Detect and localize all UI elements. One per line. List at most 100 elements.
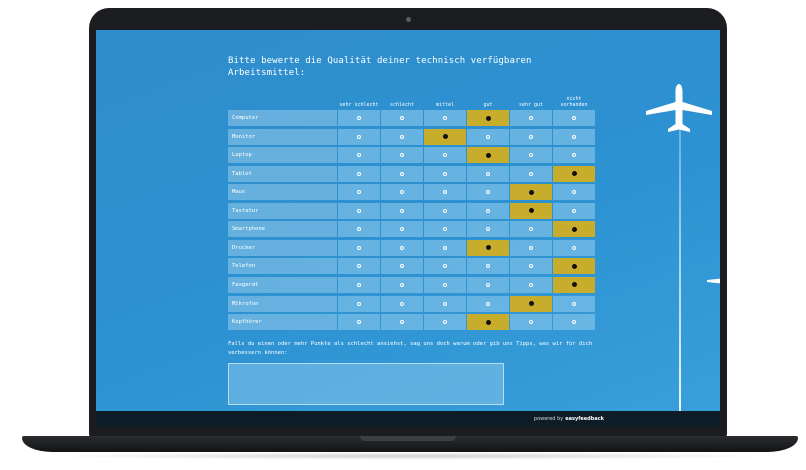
- radio-cell[interactable]: [338, 202, 380, 219]
- radio-icon: [572, 190, 576, 195]
- radio-cell[interactable]: [424, 165, 466, 182]
- radio-icon: [443, 227, 447, 232]
- radio-cell[interactable]: [338, 165, 380, 182]
- radio-icon: [529, 264, 533, 269]
- radio-icon: [529, 134, 533, 139]
- radio-cell[interactable]: [381, 239, 423, 256]
- feedback-textarea[interactable]: [228, 363, 504, 405]
- radio-cell[interactable]: [338, 147, 380, 164]
- radio-cell[interactable]: [510, 239, 552, 256]
- radio-cell[interactable]: [381, 258, 423, 275]
- contrail: [679, 130, 681, 427]
- radio-cell[interactable]: [338, 110, 380, 126]
- radio-icon: [400, 245, 404, 250]
- radio-cell[interactable]: [381, 295, 423, 312]
- radio-cell[interactable]: [510, 221, 552, 238]
- radio-icon: [529, 171, 533, 176]
- radio-cell[interactable]: [424, 276, 466, 293]
- radio-cell[interactable]: [338, 239, 380, 256]
- radio-cell[interactable]: [467, 295, 509, 312]
- radio-cell[interactable]: [467, 276, 509, 293]
- radio-cell[interactable]: [510, 128, 552, 145]
- radio-cell[interactable]: [553, 184, 595, 201]
- radio-cell[interactable]: [338, 184, 380, 201]
- radio-cell[interactable]: [467, 202, 509, 219]
- radio-cell[interactable]: [553, 295, 595, 312]
- radio-cell[interactable]: [381, 314, 423, 331]
- radio-cell[interactable]: [467, 128, 509, 145]
- radio-cell[interactable]: [467, 239, 509, 256]
- radio-cell[interactable]: [553, 239, 595, 256]
- radio-cell[interactable]: [381, 202, 423, 219]
- radio-cell[interactable]: [553, 128, 595, 145]
- radio-cell[interactable]: [553, 314, 595, 331]
- airplane-icon: [646, 84, 712, 132]
- radio-icon: [529, 245, 533, 250]
- radio-cell[interactable]: [424, 128, 466, 145]
- radio-icon: [528, 189, 534, 195]
- radio-cell[interactable]: [467, 147, 509, 164]
- radio-cell[interactable]: [510, 165, 552, 182]
- radio-icon: [443, 208, 447, 213]
- column-header: gut: [483, 102, 493, 108]
- radio-cell[interactable]: [553, 110, 595, 126]
- radio-cell[interactable]: [338, 276, 380, 293]
- radio-cell[interactable]: [467, 184, 509, 201]
- radio-cell[interactable]: [381, 147, 423, 164]
- column-header: nicht vorhanden: [560, 96, 588, 108]
- radio-cell[interactable]: [467, 110, 509, 126]
- matrix-row: Drucker: [228, 239, 596, 256]
- radio-cell[interactable]: [510, 314, 552, 331]
- radio-cell[interactable]: [424, 184, 466, 201]
- powered-by-text: powered by: [533, 416, 564, 422]
- radio-cell[interactable]: [338, 221, 380, 238]
- radio-cell[interactable]: [510, 147, 552, 164]
- radio-icon: [357, 171, 361, 176]
- radio-icon: [400, 301, 404, 306]
- radio-cell[interactable]: [424, 110, 466, 126]
- radio-cell[interactable]: [424, 314, 466, 331]
- radio-cell[interactable]: [510, 184, 552, 201]
- radio-cell[interactable]: [424, 239, 466, 256]
- radio-cell[interactable]: [381, 110, 423, 126]
- radio-cell[interactable]: [338, 128, 380, 145]
- radio-cell[interactable]: [467, 221, 509, 238]
- matrix-row: Kopfhörer: [228, 314, 596, 331]
- radio-cell[interactable]: [381, 184, 423, 201]
- radio-icon: [486, 227, 490, 232]
- brand-logo[interactable]: easyfeedback: [565, 416, 604, 422]
- radio-cell[interactable]: [510, 258, 552, 275]
- radio-cell[interactable]: [553, 258, 595, 275]
- radio-cell[interactable]: [424, 295, 466, 312]
- radio-cell[interactable]: [381, 221, 423, 238]
- radio-cell[interactable]: [510, 110, 552, 126]
- radio-cell[interactable]: [510, 295, 552, 312]
- radio-cell[interactable]: [467, 165, 509, 182]
- radio-icon: [572, 301, 576, 306]
- radio-cell[interactable]: [467, 314, 509, 331]
- radio-cell[interactable]: [338, 258, 380, 275]
- radio-cell[interactable]: [424, 221, 466, 238]
- radio-cell[interactable]: [553, 165, 595, 182]
- radio-cell[interactable]: [381, 276, 423, 293]
- radio-cell[interactable]: [510, 276, 552, 293]
- radio-icon: [400, 134, 404, 139]
- radio-icon: [486, 190, 490, 195]
- radio-icon: [486, 208, 490, 213]
- radio-cell[interactable]: [381, 165, 423, 182]
- radio-cell[interactable]: [424, 258, 466, 275]
- radio-cell[interactable]: [424, 147, 466, 164]
- radio-cell[interactable]: [510, 202, 552, 219]
- radio-cell[interactable]: [553, 221, 595, 238]
- row-label: Maus: [228, 184, 337, 201]
- radio-icon: [357, 282, 361, 287]
- radio-cell[interactable]: [553, 147, 595, 164]
- radio-cell[interactable]: [338, 314, 380, 331]
- radio-cell[interactable]: [381, 128, 423, 145]
- radio-cell[interactable]: [467, 258, 509, 275]
- radio-cell[interactable]: [553, 276, 595, 293]
- radio-icon: [400, 208, 404, 213]
- radio-cell[interactable]: [338, 295, 380, 312]
- radio-cell[interactable]: [553, 202, 595, 219]
- radio-cell[interactable]: [424, 202, 466, 219]
